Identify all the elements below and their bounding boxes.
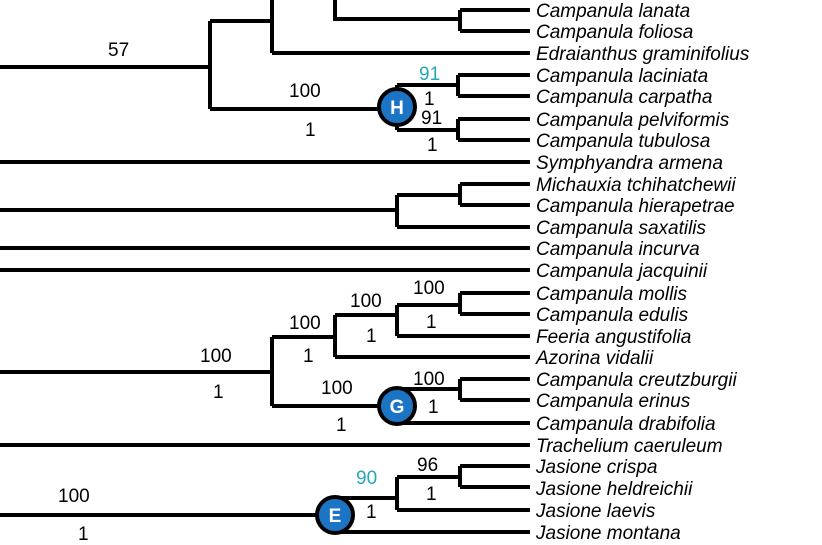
node-label-e: E [329,506,342,527]
taxon-label: Michauxia tchihatchewii [536,175,736,196]
support-value: 91 [421,108,442,129]
support-value: 1 [426,484,437,505]
taxon-label: Campanula tubulosa [536,131,710,152]
support-value: 57 [108,40,129,61]
support-value: 100 [289,81,321,102]
support-value: 1 [428,397,439,418]
taxon-label: Campanula lanata [536,1,690,22]
taxon-label: Jasione montana [535,523,681,544]
support-value: 90 [356,468,377,489]
taxon-label: Campanula edulis [536,305,689,326]
node-marker-h[interactable]: H [377,87,417,127]
support-value: 91 [419,64,440,85]
taxon-label: Campanula foliosa [536,22,693,43]
taxon-label: Campanula jacquinii [536,261,708,282]
support-value: 1 [426,312,437,333]
support-value: 100 [321,378,353,399]
node-label-h: H [390,98,404,119]
taxon-label: Campanula pelviformis [536,110,730,131]
node-label-g: G [390,397,405,418]
support-value: 1 [366,326,377,347]
support-values: 57 100 1 91 1 91 1 100 100 100 1 1 1 100… [58,40,445,545]
support-value: 100 [200,346,232,367]
taxon-label: Jasione crispa [535,457,657,478]
taxon-label: Campanula mollis [536,284,688,305]
support-value: 1 [427,135,438,156]
taxon-label: Campanula creutzburgii [536,370,737,391]
support-value: 1 [78,524,89,545]
tree-branches [0,0,530,534]
taxon-label: Campanula incurva [536,239,700,260]
support-value: 100 [289,313,321,334]
taxon-label: Campanula drabifolia [536,414,716,435]
support-value: 1 [336,415,347,436]
support-value: 1 [424,89,435,110]
support-value: 100 [413,369,445,390]
support-value: 96 [417,455,438,476]
support-value: 100 [413,278,445,299]
support-value: 100 [350,291,382,312]
taxon-label: Campanula saxatilis [536,218,707,239]
node-marker-e[interactable]: E [315,495,355,535]
support-value: 1 [305,120,316,141]
taxon-label: Campanula laciniata [536,66,708,87]
taxon-label: Campanula hierapetrae [536,196,735,217]
taxon-label: Campanula carpatha [536,87,712,108]
node-marker-g[interactable]: G [377,386,417,426]
taxon-label: Feeria angustifolia [536,327,691,348]
support-value: 1 [303,346,314,367]
taxon-label: Jasione laevis [535,501,656,522]
taxon-label: Azorina vidalii [535,348,654,369]
branch [333,0,460,21]
taxon-label: Edraianthus graminifolius [536,44,750,65]
taxon-label: Campanula erinus [536,391,691,412]
support-value: 1 [213,382,224,403]
support-value: 100 [58,486,90,507]
taxon-label: Symphyandra armena [536,153,723,174]
taxon-label: Trachelium caeruleum [536,436,723,457]
taxon-label: Jasione heldreichii [535,479,693,500]
support-value: 1 [366,502,377,523]
taxon-labels: Campanula lanata Campanula foliosa Edrai… [535,1,750,544]
